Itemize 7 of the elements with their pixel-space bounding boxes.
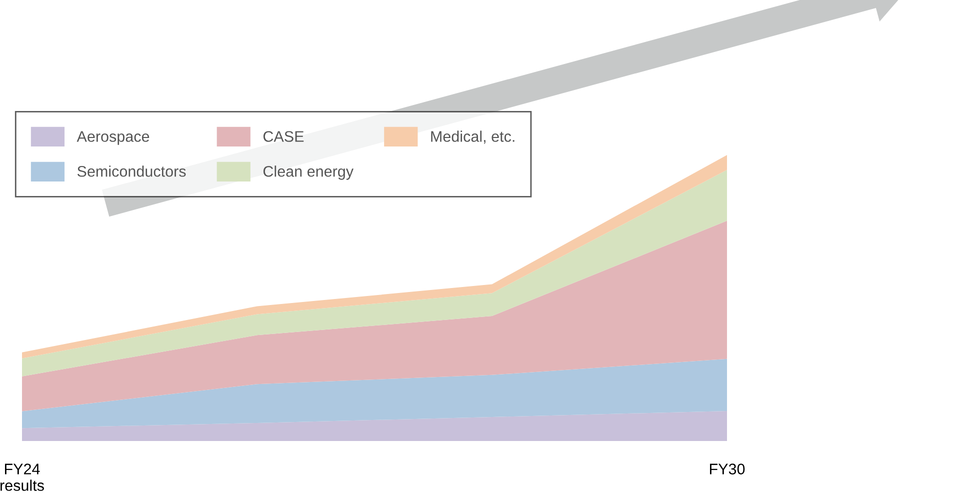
legend-label: Medical, etc. (431, 130, 514, 144)
legend-label: Semiconductors (77, 166, 186, 177)
x-tick-label: FY24 results (0, 464, 44, 491)
x-tick-label: FY30 (710, 464, 745, 474)
legend-label: Aerospace (76, 131, 150, 145)
legend-label: Clean energy (263, 166, 354, 180)
legend-label: CASE (263, 131, 304, 142)
